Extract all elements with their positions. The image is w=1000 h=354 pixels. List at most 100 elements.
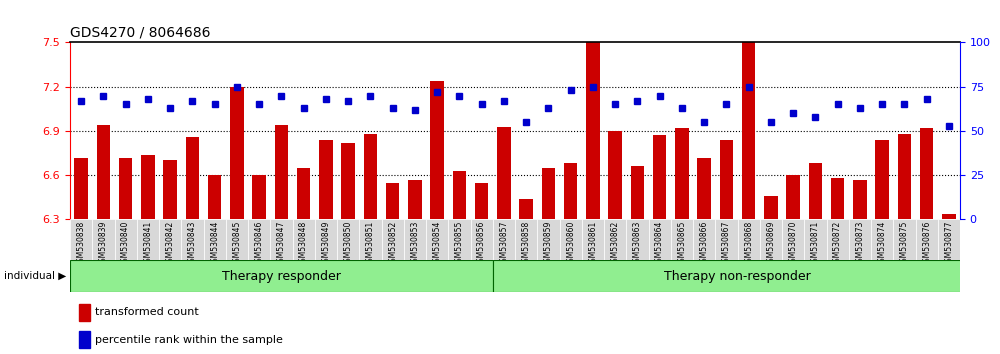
Text: GSM530854: GSM530854 xyxy=(433,221,442,267)
Text: GSM530849: GSM530849 xyxy=(321,221,330,267)
Bar xyxy=(364,134,377,354)
Text: GSM530844: GSM530844 xyxy=(210,221,219,267)
Text: GSM530858: GSM530858 xyxy=(522,221,531,267)
Text: GSM530870: GSM530870 xyxy=(789,221,798,267)
Bar xyxy=(137,219,159,260)
Text: GSM530859: GSM530859 xyxy=(544,221,553,267)
Bar xyxy=(853,179,867,354)
Bar xyxy=(626,219,648,260)
Bar xyxy=(738,219,760,260)
Bar xyxy=(938,219,960,260)
Bar xyxy=(159,219,181,260)
Bar xyxy=(542,168,555,354)
Text: Therapy responder: Therapy responder xyxy=(222,270,341,282)
Text: GSM530875: GSM530875 xyxy=(900,221,909,267)
Bar xyxy=(648,219,671,260)
Bar xyxy=(515,219,537,260)
Text: GSM530850: GSM530850 xyxy=(344,221,353,267)
Bar xyxy=(537,219,560,260)
Bar xyxy=(408,179,422,354)
Bar xyxy=(582,219,604,260)
Bar xyxy=(119,158,132,354)
Text: GSM530877: GSM530877 xyxy=(944,221,953,267)
Bar xyxy=(608,131,622,354)
Bar xyxy=(675,128,689,354)
Bar xyxy=(79,304,90,321)
Text: GSM530839: GSM530839 xyxy=(99,221,108,267)
Bar xyxy=(114,219,137,260)
Text: GSM530843: GSM530843 xyxy=(188,221,197,267)
Bar xyxy=(920,128,933,354)
Bar xyxy=(782,219,804,260)
Bar xyxy=(497,126,511,354)
Text: GSM530867: GSM530867 xyxy=(722,221,731,267)
Bar xyxy=(92,219,114,260)
Bar xyxy=(604,219,626,260)
Bar xyxy=(671,219,693,260)
Text: Therapy non-responder: Therapy non-responder xyxy=(664,270,811,282)
Bar xyxy=(653,135,666,354)
Text: percentile rank within the sample: percentile rank within the sample xyxy=(95,335,283,344)
Bar xyxy=(337,219,359,260)
Bar xyxy=(760,219,782,260)
Bar xyxy=(586,13,600,354)
Bar xyxy=(831,178,844,354)
Bar xyxy=(97,125,110,354)
Bar xyxy=(275,125,288,354)
Bar xyxy=(70,219,92,260)
Bar xyxy=(493,219,515,260)
Bar xyxy=(453,171,466,354)
Bar xyxy=(141,155,155,354)
Bar xyxy=(564,164,577,354)
Bar xyxy=(448,219,471,260)
Text: GSM530845: GSM530845 xyxy=(232,221,241,267)
Bar xyxy=(430,81,444,354)
Bar xyxy=(426,219,448,260)
Text: GSM530853: GSM530853 xyxy=(410,221,419,267)
Bar xyxy=(560,219,582,260)
Text: GSM530842: GSM530842 xyxy=(166,221,175,267)
Text: GSM530851: GSM530851 xyxy=(366,221,375,267)
Text: GSM530846: GSM530846 xyxy=(255,221,264,267)
Bar xyxy=(186,137,199,354)
Bar xyxy=(493,260,971,292)
Bar xyxy=(893,219,916,260)
Bar xyxy=(697,158,711,354)
Bar xyxy=(693,219,715,260)
Text: GSM530869: GSM530869 xyxy=(766,221,775,267)
Bar xyxy=(386,183,399,354)
Text: GSM530863: GSM530863 xyxy=(633,221,642,267)
Text: GSM530860: GSM530860 xyxy=(566,221,575,267)
Text: GSM530876: GSM530876 xyxy=(922,221,931,267)
Text: GSM530866: GSM530866 xyxy=(700,221,709,267)
Text: GSM530872: GSM530872 xyxy=(833,221,842,267)
Bar xyxy=(764,196,778,354)
Bar xyxy=(916,219,938,260)
Bar xyxy=(898,134,911,354)
Bar xyxy=(359,219,382,260)
Text: GSM530868: GSM530868 xyxy=(744,221,753,267)
Bar xyxy=(875,140,889,354)
Bar xyxy=(475,183,488,354)
Bar xyxy=(804,219,826,260)
Bar xyxy=(292,219,315,260)
Bar xyxy=(786,175,800,354)
Bar xyxy=(181,219,204,260)
Bar xyxy=(70,260,493,292)
Bar xyxy=(826,219,849,260)
Bar xyxy=(319,140,333,354)
Bar xyxy=(252,175,266,354)
Text: GSM530855: GSM530855 xyxy=(455,221,464,267)
Bar xyxy=(742,10,755,354)
Text: GSM530856: GSM530856 xyxy=(477,221,486,267)
Bar xyxy=(720,140,733,354)
Bar xyxy=(270,219,292,260)
Bar xyxy=(248,219,270,260)
Bar xyxy=(809,164,822,354)
Bar xyxy=(715,219,738,260)
Bar xyxy=(230,87,244,354)
Bar xyxy=(871,219,893,260)
Bar xyxy=(297,168,310,354)
Text: GSM530838: GSM530838 xyxy=(77,221,86,267)
Text: GSM530847: GSM530847 xyxy=(277,221,286,267)
